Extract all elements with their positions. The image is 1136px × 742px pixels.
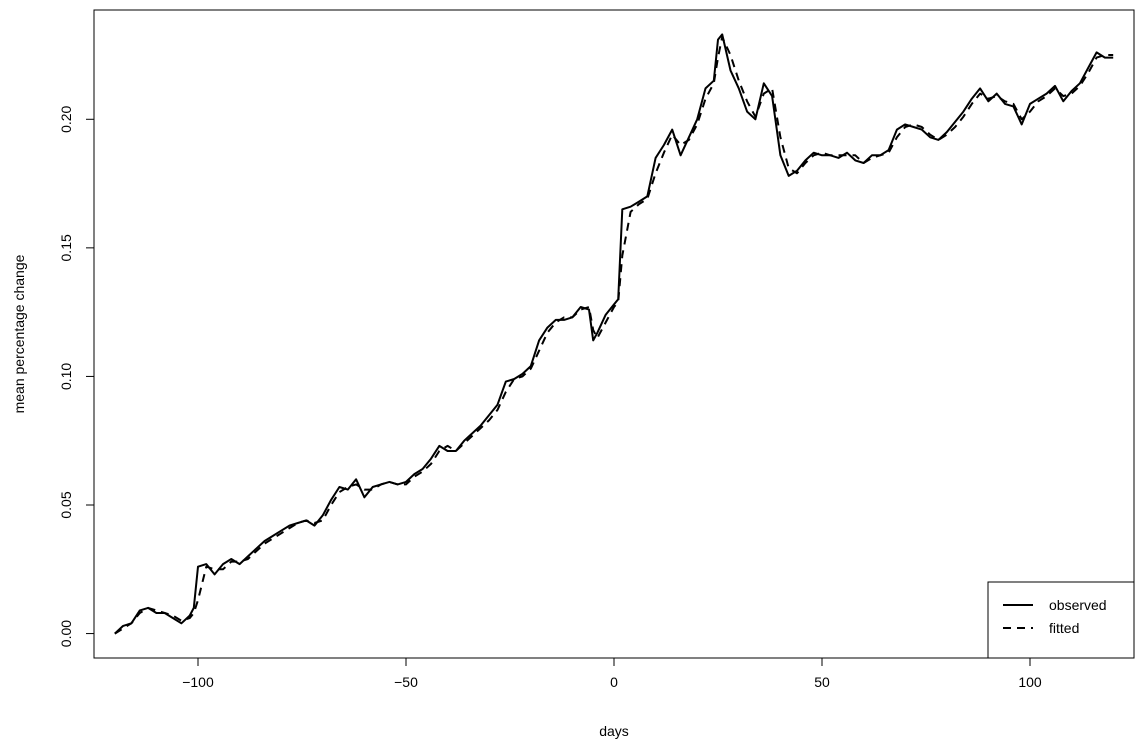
legend: observed fitted (987, 581, 1135, 659)
x-tick-label: 100 (1018, 674, 1042, 690)
y-tick-label: 0.05 (58, 491, 74, 518)
legend-label-fitted: fitted (1049, 620, 1079, 636)
x-axis-label: days (599, 723, 629, 739)
x-tick-label: −50 (394, 674, 418, 690)
y-tick-label: 0.20 (58, 105, 74, 132)
y-axis-label: mean percentage change (11, 254, 27, 413)
series-layer (114, 33, 1114, 635)
series-line-solid (114, 33, 1114, 635)
y-tick-label: 0.15 (58, 234, 74, 261)
legend-label-observed: observed (1049, 597, 1107, 613)
plot-frame (93, 9, 1135, 659)
x-tick-label: 50 (814, 674, 830, 690)
x-tick-label: −100 (182, 674, 214, 690)
x-axis: −100 −50 0 50 100 (182, 658, 1042, 690)
y-axis: 0.00 0.05 0.10 0.15 0.20 (58, 105, 94, 647)
y-tick-label: 0.00 (58, 620, 74, 647)
series-line-dashed (114, 36, 1114, 635)
legend-box (987, 581, 1135, 659)
y-tick-label: 0.10 (58, 363, 74, 390)
x-tick-label: 0 (610, 674, 618, 690)
